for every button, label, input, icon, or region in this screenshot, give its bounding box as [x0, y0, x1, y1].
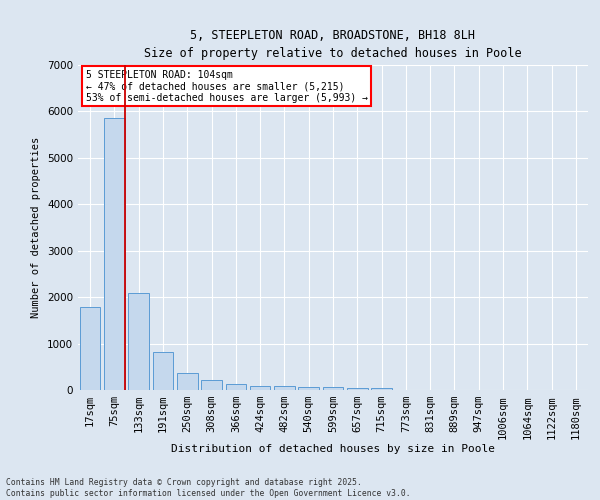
Bar: [347, 388, 368, 390]
X-axis label: Distribution of detached houses by size in Poole: Distribution of detached houses by size …: [171, 444, 495, 454]
Bar: [323, 388, 343, 390]
Bar: [104, 118, 125, 390]
Text: Contains HM Land Registry data © Crown copyright and database right 2025.
Contai: Contains HM Land Registry data © Crown c…: [6, 478, 410, 498]
Bar: [80, 308, 100, 390]
Y-axis label: Number of detached properties: Number of detached properties: [31, 137, 41, 318]
Bar: [201, 380, 222, 390]
Bar: [226, 384, 246, 390]
Bar: [298, 387, 319, 390]
Bar: [371, 388, 392, 390]
Bar: [177, 373, 197, 390]
Bar: [152, 352, 173, 390]
Bar: [128, 292, 149, 390]
Bar: [274, 386, 295, 390]
Title: 5, STEEPLETON ROAD, BROADSTONE, BH18 8LH
Size of property relative to detached h: 5, STEEPLETON ROAD, BROADSTONE, BH18 8LH…: [144, 28, 522, 60]
Text: 5 STEEPLETON ROAD: 104sqm
← 47% of detached houses are smaller (5,215)
53% of se: 5 STEEPLETON ROAD: 104sqm ← 47% of detac…: [86, 70, 368, 103]
Bar: [250, 386, 271, 390]
